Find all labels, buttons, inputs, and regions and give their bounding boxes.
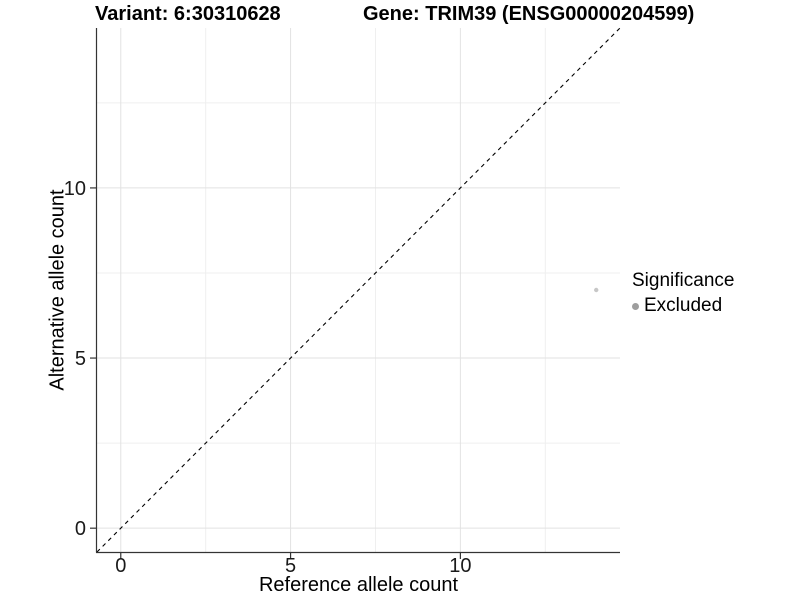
plot-title-variant: Variant: 6:30310628 <box>95 3 281 25</box>
svg-text:10: 10 <box>64 178 86 200</box>
legend-item-label: Excluded <box>644 295 723 316</box>
x-axis-title: Reference allele count <box>258 574 458 596</box>
y-axis-title: Alternative allele count <box>46 189 69 391</box>
svg-text:5: 5 <box>75 348 86 370</box>
y-tick-labels: 0 5 10 <box>64 178 86 540</box>
svg-text:0: 0 <box>115 555 126 577</box>
legend-item-excluded: Excluded <box>632 295 734 317</box>
axis-ticks <box>90 187 461 559</box>
legend-title: Significance <box>632 270 735 291</box>
data-points <box>594 287 599 293</box>
identity-line <box>96 27 621 553</box>
svg-text:5: 5 <box>285 555 296 577</box>
axis-lines <box>95 28 620 554</box>
legend-point-icon <box>632 302 639 310</box>
plot-title-gene: Gene: TRIM39 (ENSG00000204599) <box>363 3 695 25</box>
legend: Significance Excluded <box>632 270 734 317</box>
gridlines-major <box>97 28 620 552</box>
x-tick-labels: 0 5 10 <box>115 555 471 577</box>
gridlines-minor <box>97 28 620 552</box>
svg-text:10: 10 <box>449 555 471 577</box>
svg-text:0: 0 <box>75 518 86 540</box>
